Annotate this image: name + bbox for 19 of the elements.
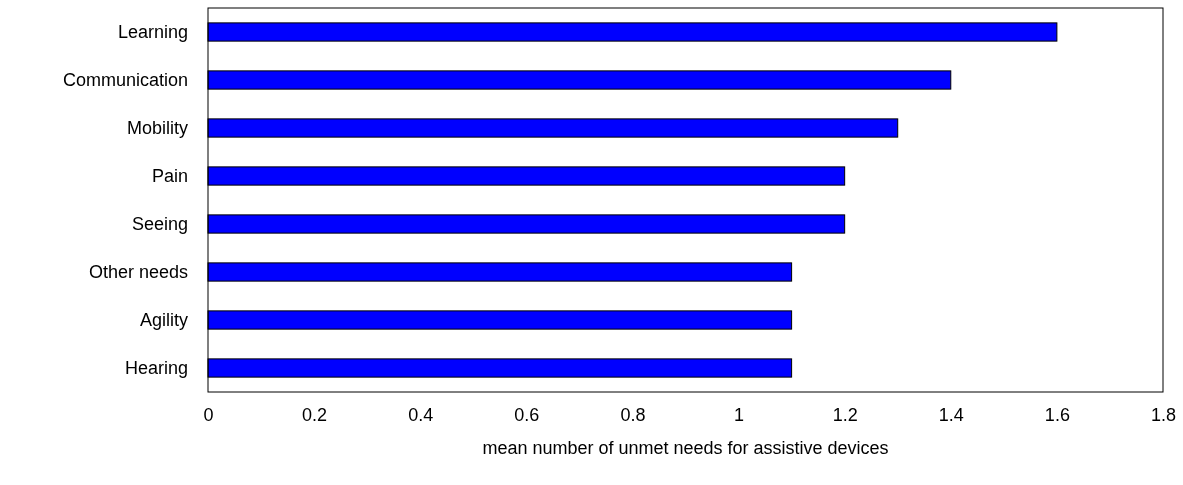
x-tick-label: 1 — [734, 404, 745, 425]
y-tick-label: Agility — [139, 309, 188, 330]
y-tick-label: Learning — [117, 21, 188, 42]
y-tick-label: Mobility — [126, 117, 188, 138]
x-tick-label: 1.2 — [832, 404, 858, 425]
x-tick-label: 0.2 — [302, 404, 328, 425]
y-tick-label: Hearing — [124, 357, 188, 378]
x-tick-label: 0.6 — [514, 404, 540, 425]
y-tick-label: Other needs — [88, 261, 188, 282]
x-axis-title: mean number of unmet needs for assistive devices — [482, 438, 889, 458]
x-tick-label: 1.6 — [1044, 404, 1070, 425]
y-tick-label: Communication — [62, 69, 188, 90]
x-tick-label: 1.4 — [938, 404, 964, 425]
y-tick-label: Seeing — [131, 213, 188, 234]
x-tick-label: 0.4 — [408, 404, 434, 425]
y-tick-label: Pain — [151, 165, 188, 186]
x-tick-label: 0 — [203, 404, 214, 425]
x-tick-label: 0.8 — [620, 404, 646, 425]
x-tick-label: 1.8 — [1150, 404, 1177, 425]
